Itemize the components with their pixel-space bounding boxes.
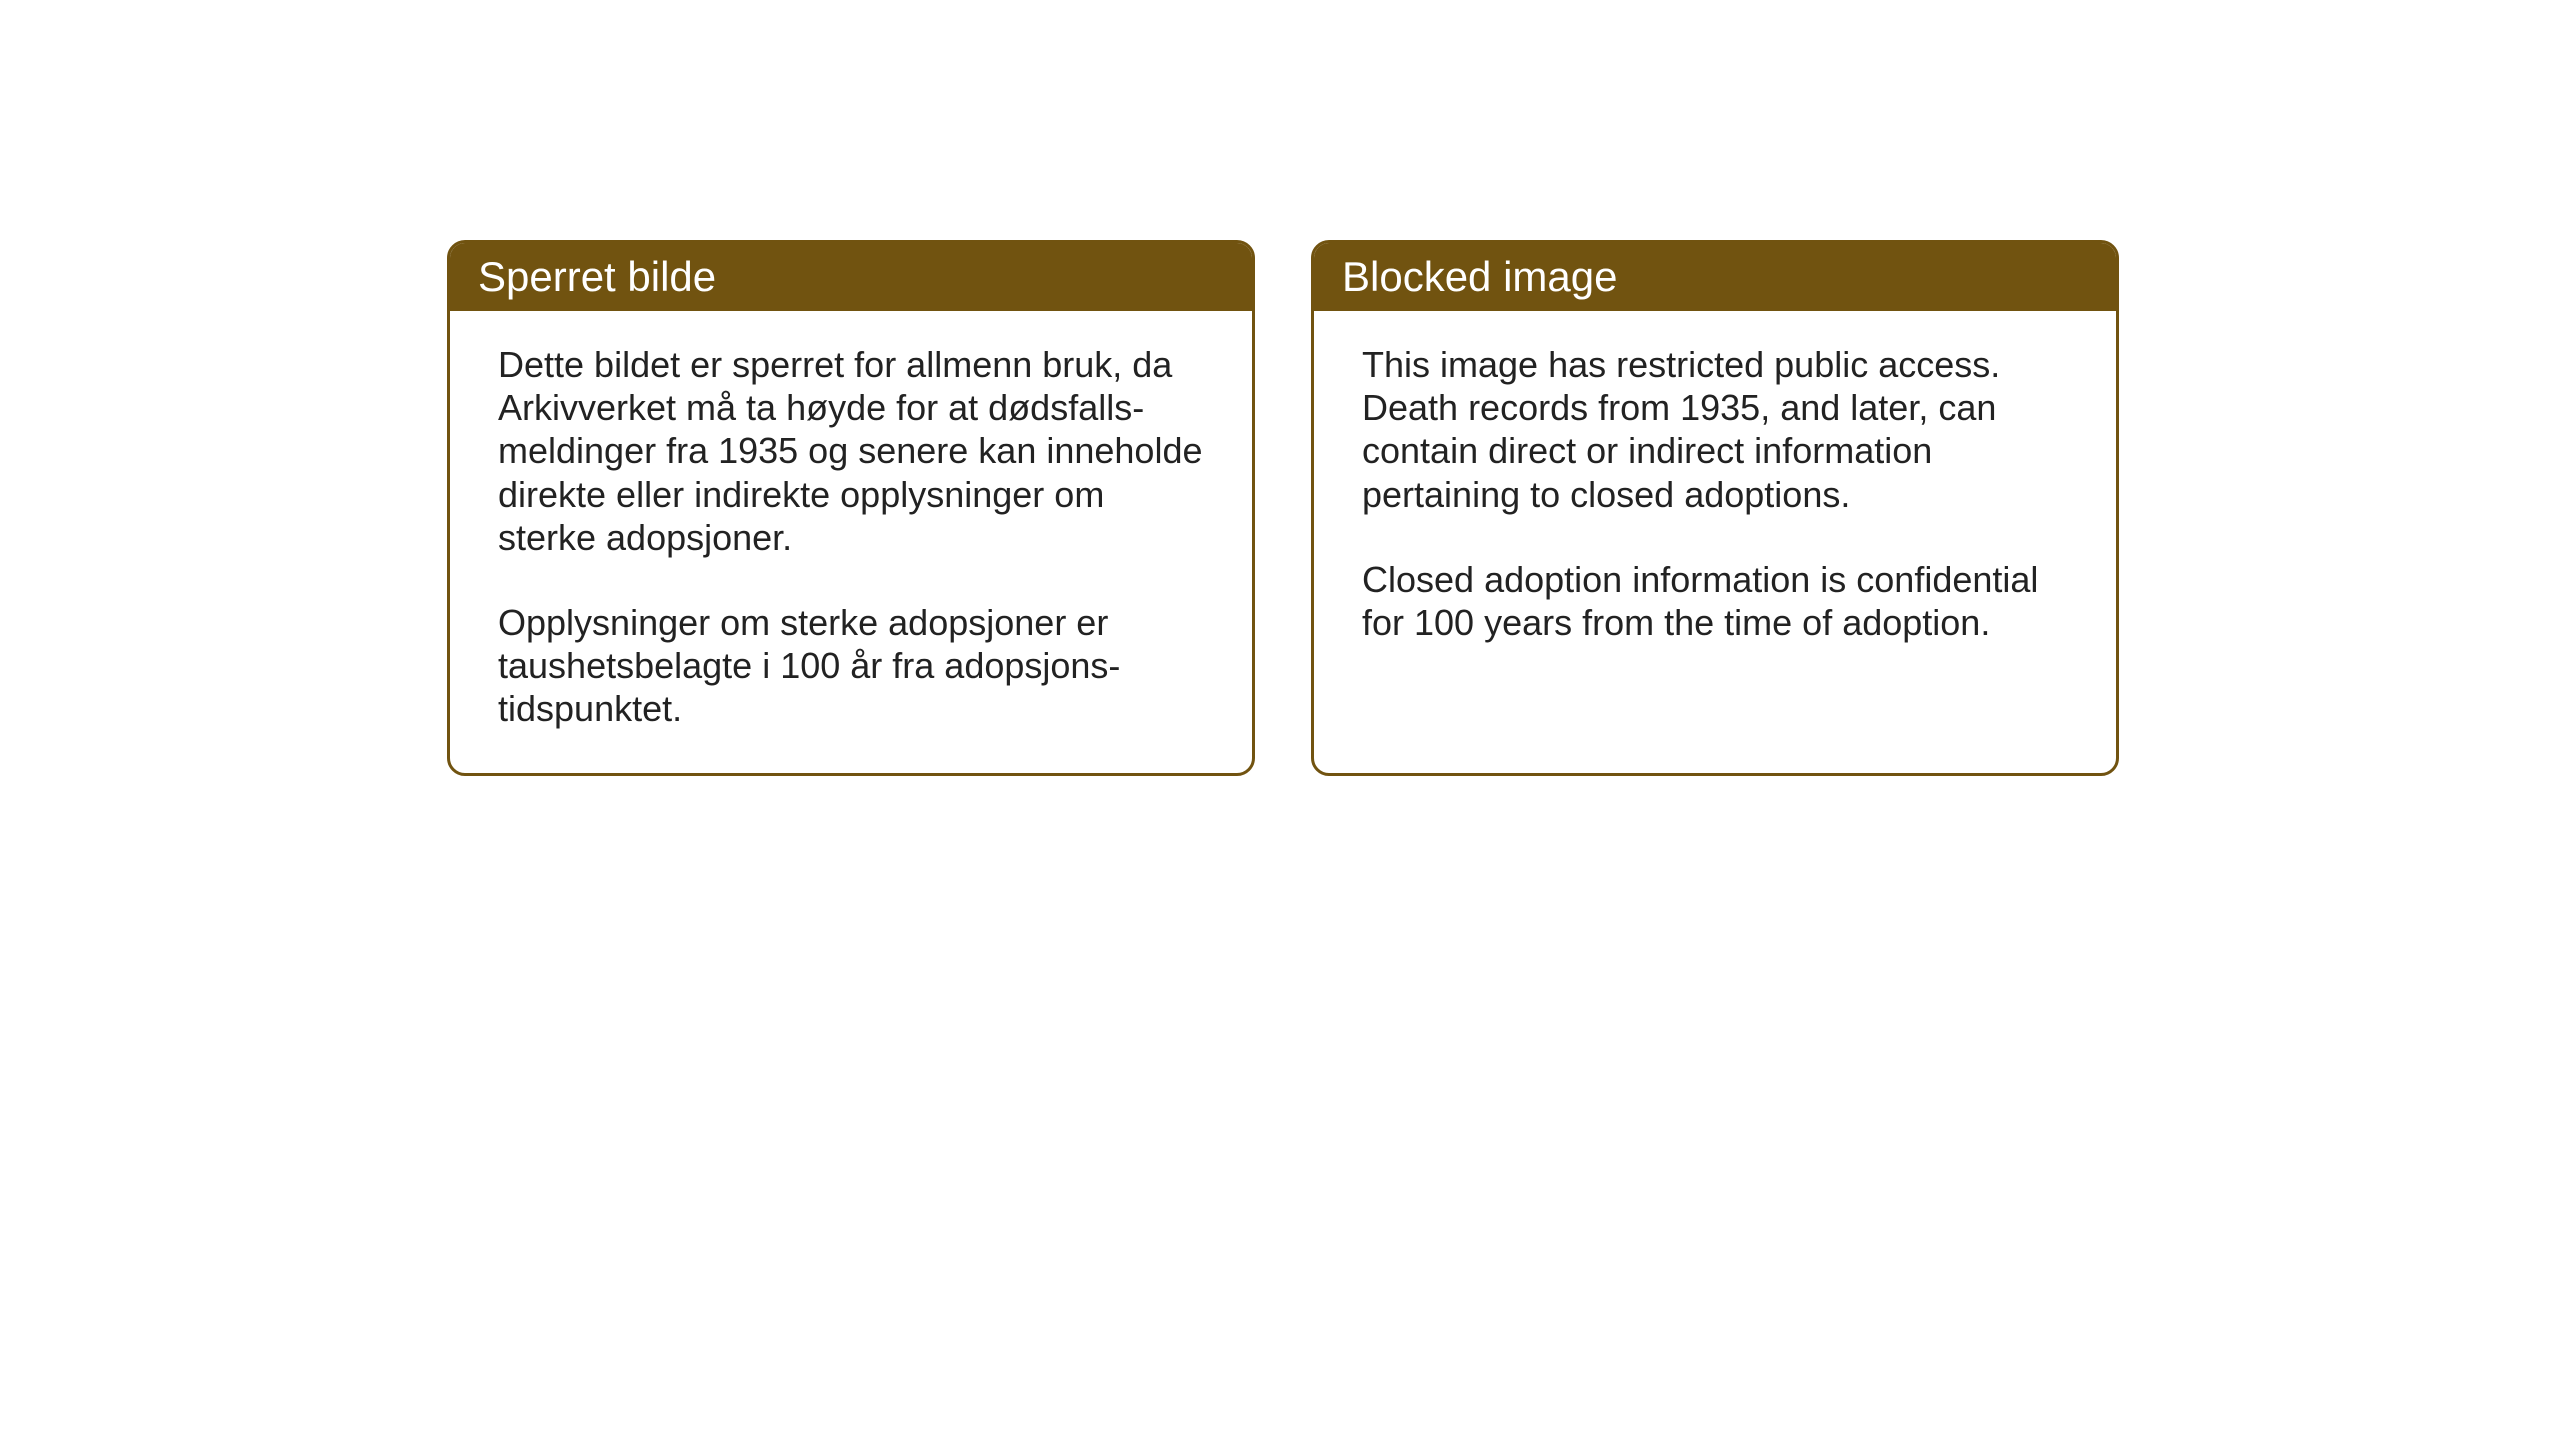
card-english: Blocked image This image has restricted …: [1311, 240, 2119, 776]
card-title-norwegian: Sperret bilde: [478, 253, 716, 300]
card-paragraph-english-2: Closed adoption information is confident…: [1362, 558, 2068, 644]
card-norwegian: Sperret bilde Dette bildet er sperret fo…: [447, 240, 1255, 776]
card-paragraph-norwegian-1: Dette bildet er sperret for allmenn bruk…: [498, 343, 1204, 559]
card-header-norwegian: Sperret bilde: [450, 243, 1252, 311]
cards-container: Sperret bilde Dette bildet er sperret fo…: [447, 240, 2119, 776]
card-paragraph-english-1: This image has restricted public access.…: [1362, 343, 2068, 516]
card-header-english: Blocked image: [1314, 243, 2116, 311]
card-title-english: Blocked image: [1342, 253, 1617, 300]
card-paragraph-norwegian-2: Opplysninger om sterke adopsjoner er tau…: [498, 601, 1204, 731]
card-body-norwegian: Dette bildet er sperret for allmenn bruk…: [450, 311, 1252, 773]
card-body-english: This image has restricted public access.…: [1314, 311, 2116, 686]
